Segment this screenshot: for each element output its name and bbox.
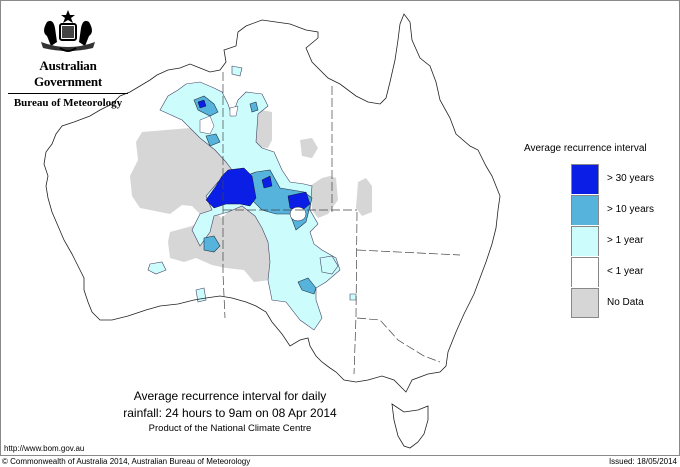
legend-swatch (571, 225, 599, 256)
bom-url-link[interactable]: http://www.bom.gov.au (4, 444, 85, 453)
legend-swatch (571, 194, 599, 225)
legend-item-gt-1-year: > 1 year (571, 225, 674, 256)
legend: Average recurrence interval > 30 years >… (524, 143, 674, 318)
copyright-text: © Commonwealth of Australia 2014, Austra… (2, 457, 251, 466)
caption-title-line2: rainfall: 24 hours to 9am on 08 Apr 2014 (123, 406, 337, 420)
legend-label: > 30 years (607, 173, 654, 184)
government-title: Australian Government (8, 58, 128, 94)
legend-label: < 1 year (607, 266, 644, 277)
coastline (43, 13, 501, 393)
legend-label: No Data (607, 297, 644, 308)
government-logo: Australian Government Bureau of Meteorol… (8, 8, 128, 109)
caption-product: Product of the National Climate Centre (148, 423, 312, 434)
map-caption: Average recurrence interval for daily ra… (100, 388, 360, 436)
legend-title: Average recurrence interval (524, 143, 647, 154)
state-borders (222, 72, 461, 375)
legend-swatch (571, 163, 599, 194)
legend-item-gt-30-years: > 30 years (571, 163, 674, 194)
legend-label: > 1 year (607, 235, 644, 246)
tasmania-coastline (391, 403, 429, 449)
legend-swatch (571, 287, 599, 318)
legend-item-lt-1-year: < 1 year (571, 256, 674, 287)
issued-date: Issued: 18/05/2014 (608, 457, 677, 466)
caption-title-line1: Average recurrence interval for daily (133, 389, 327, 403)
legend-swatch (571, 256, 599, 287)
coat-of-arms-icon (41, 10, 95, 52)
legend-item-gt-10-years: > 10 years (571, 194, 674, 225)
agency-title: Bureau of Meteorology (13, 97, 123, 109)
legend-label: > 10 years (607, 204, 654, 215)
map-frame (0, 0, 680, 456)
legend-item-no-data: No Data (571, 287, 674, 318)
gt-30-years-regions (197, 99, 311, 213)
